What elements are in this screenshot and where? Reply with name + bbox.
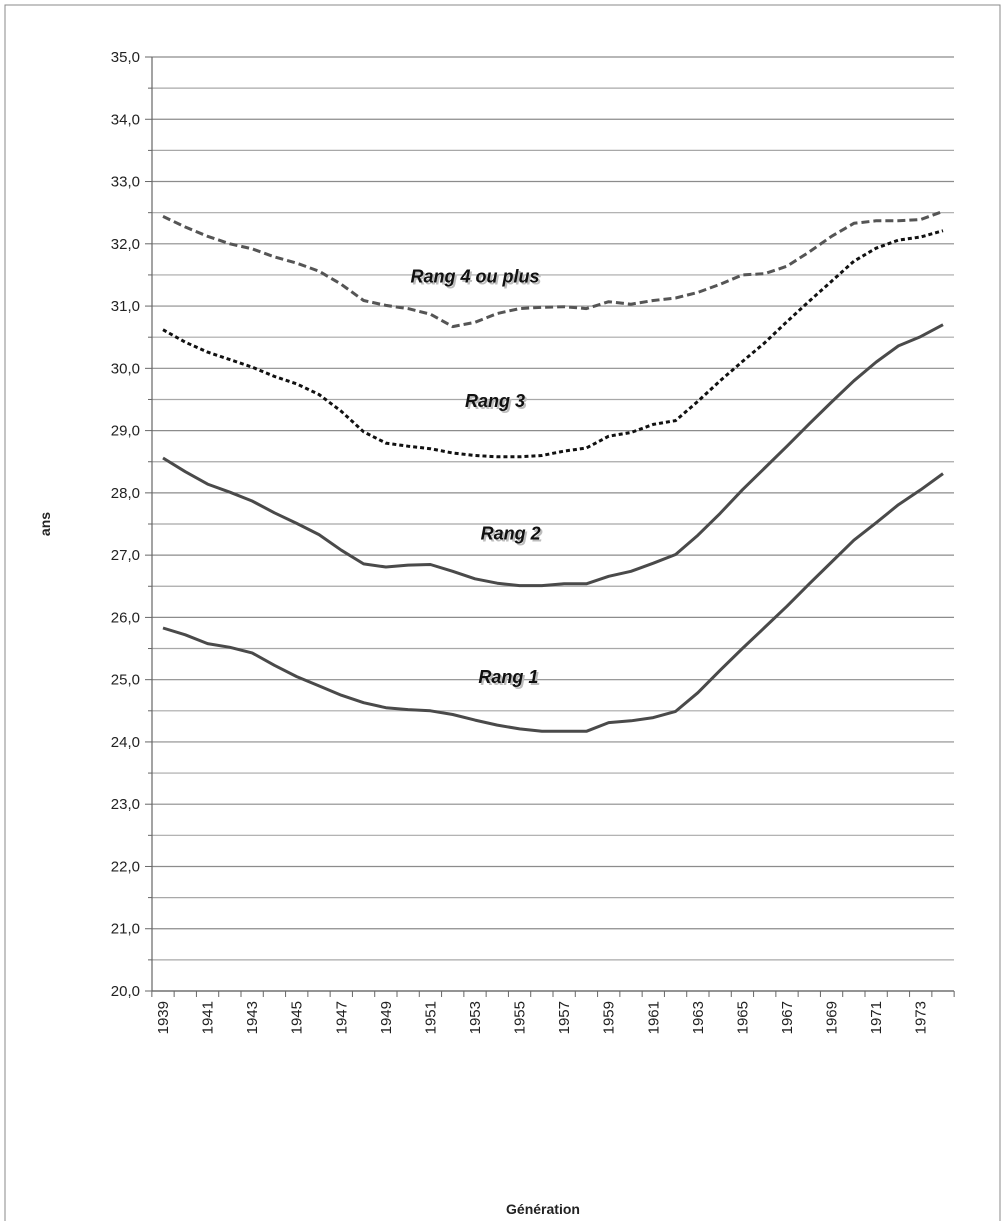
series-lines bbox=[162, 209, 944, 733]
series-label-shadow: Rang 2 bbox=[483, 526, 543, 546]
y-tick-label: 27,0 bbox=[111, 547, 140, 564]
y-tick-label: 28,0 bbox=[111, 485, 140, 502]
series-label: Rang 2 bbox=[481, 524, 541, 544]
x-tick-label: 1943 bbox=[244, 1001, 261, 1034]
series-label: Rang 3 bbox=[465, 391, 525, 411]
x-tick-label: 1951 bbox=[422, 1001, 439, 1034]
chart-frame-border bbox=[4, 4, 1001, 1226]
series-label-shadow: Rang 1 bbox=[480, 669, 540, 689]
x-tick-label: 1959 bbox=[601, 1001, 618, 1034]
x-tick-label: 1967 bbox=[779, 1001, 796, 1034]
series-line-4 bbox=[162, 209, 944, 329]
y-tick-label: 22,0 bbox=[111, 858, 140, 875]
x-axis-title: Génération bbox=[506, 1201, 580, 1217]
series-label-shadow: Rang 3 bbox=[467, 393, 527, 413]
y-tick-label: 24,0 bbox=[111, 734, 140, 751]
y-axis-title: ans bbox=[37, 512, 53, 536]
x-tick-label: 1965 bbox=[734, 1001, 751, 1034]
series-line-2 bbox=[162, 323, 944, 588]
y-tick-label: 25,0 bbox=[111, 672, 140, 689]
x-tick-label: 1971 bbox=[868, 1001, 885, 1034]
x-tick-label: 1947 bbox=[333, 1001, 350, 1034]
x-tick-label: 1961 bbox=[645, 1001, 662, 1034]
y-tick-label: 23,0 bbox=[111, 796, 140, 813]
y-tick-label: 26,0 bbox=[111, 609, 140, 626]
series-label: Rang 1 bbox=[478, 667, 538, 687]
y-tick-label: 33,0 bbox=[111, 174, 140, 191]
gridlines bbox=[4, 4, 1001, 1226]
y-tick-label: 20,0 bbox=[111, 983, 140, 1000]
x-tick-label: 1963 bbox=[690, 1001, 707, 1034]
y-tick-label: 32,0 bbox=[111, 236, 140, 253]
y-tick-label: 29,0 bbox=[111, 423, 140, 440]
y-tick-label: 31,0 bbox=[111, 298, 140, 315]
x-tick-label: 1945 bbox=[289, 1001, 306, 1034]
axes: 20,0 21,0 22,0 23,0 24,0 25,0 26,0 27,0 28,0 29,0… bbox=[111, 49, 955, 1034]
series-label: Rang 4 ou plus bbox=[410, 266, 539, 286]
series-line-3 bbox=[162, 229, 944, 459]
x-tick-label: 1939 bbox=[155, 1001, 172, 1034]
x-tick-label: 1969 bbox=[824, 1001, 841, 1034]
x-tick-label: 1957 bbox=[556, 1001, 573, 1034]
y-tick-label: 30,0 bbox=[111, 360, 140, 377]
y-tick-label: 21,0 bbox=[111, 921, 140, 938]
series-line-1 bbox=[162, 472, 944, 733]
x-tick-label: 1953 bbox=[467, 1001, 484, 1034]
x-tick-label: 1955 bbox=[512, 1001, 529, 1034]
x-tick-label: 1941 bbox=[200, 1001, 217, 1034]
x-tick-label: 1973 bbox=[913, 1001, 930, 1034]
y-tick-label: 34,0 bbox=[111, 111, 140, 128]
y-tick-label: 35,0 bbox=[111, 49, 140, 66]
x-tick-label: 1949 bbox=[378, 1001, 395, 1034]
series-label-shadow: Rang 4 ou plus bbox=[412, 268, 541, 288]
